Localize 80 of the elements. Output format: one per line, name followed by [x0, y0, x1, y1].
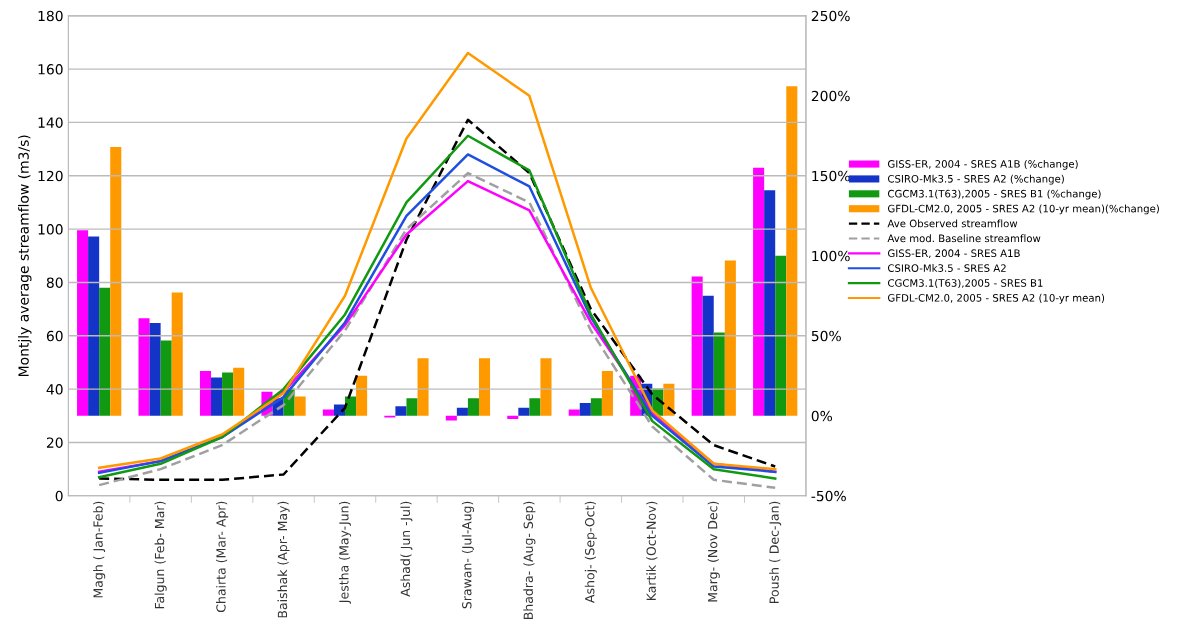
x-tick-label: Magh ( Jan-Feb)	[93, 501, 106, 598]
x-tick-label: Marg- (Nov Dec)	[707, 501, 720, 602]
bar	[88, 236, 100, 416]
bar	[345, 396, 357, 416]
y2-tick-label: 100%	[812, 250, 850, 262]
bar	[417, 358, 429, 416]
bar	[233, 367, 245, 416]
bar	[753, 167, 765, 416]
bar	[138, 318, 150, 416]
bar	[77, 230, 89, 416]
bar	[406, 398, 418, 416]
bar	[724, 260, 736, 416]
bar	[529, 398, 541, 416]
legend-label: Ave Observed streamflow	[887, 219, 1018, 228]
legend-label: CSIRO-Mk3.5 - SRES A2	[887, 264, 1006, 272]
bar	[540, 358, 552, 416]
y-tick-label: 180	[38, 10, 63, 22]
bar	[445, 415, 457, 421]
x-tick-label: Ashad( Jun -Jul)	[400, 501, 413, 597]
bar	[579, 403, 591, 416]
bar	[601, 370, 613, 416]
legend-label: GISS-ER, 2004 - SRES A1B (%change)	[887, 159, 1078, 170]
x-tick-label: Srawan- (Jul-Aug)	[461, 501, 474, 609]
bar	[149, 322, 161, 416]
x-tick-label: Baishak (Apr- May)	[277, 501, 290, 618]
bar	[456, 407, 468, 416]
bar	[702, 295, 714, 416]
bar	[590, 398, 602, 416]
legend-label: CGCM3.1(T63),2005 - SRES B1	[887, 278, 1043, 288]
bar	[764, 190, 776, 416]
y-tick-label: 100	[38, 224, 63, 235]
legend-label: CSIRO-Mk3.5 - SRES A2 (%change)	[887, 174, 1064, 185]
legend-label: GISS-ER, 2004 - SRES A1B	[887, 249, 1020, 259]
y-tick-label: 140	[38, 117, 63, 128]
bar	[222, 372, 234, 416]
x-tick-label: Falgun (Feb- Mar)	[154, 501, 167, 609]
legend-label: CGCM3.1(T63),2005 - SRES B1 (%change)	[887, 189, 1101, 200]
bar	[518, 407, 530, 416]
bar	[478, 358, 491, 416]
y2-tick-label: 150%	[812, 170, 850, 182]
y2-tick-label: 200%	[811, 90, 850, 102]
bar	[467, 398, 479, 416]
bar	[395, 406, 407, 416]
y2-tick-label: 250%	[811, 10, 850, 22]
bar	[775, 255, 787, 416]
x-tick-label: Jestha (May-Jun)	[338, 501, 352, 604]
bar	[211, 377, 223, 416]
legend-label: GFDL-CM2.0, 2005 - SRES A2 (10-yr mean)(%change)	[887, 204, 1159, 215]
bar	[110, 146, 122, 416]
bar	[294, 396, 306, 416]
bar	[691, 276, 703, 416]
bar	[713, 332, 725, 416]
line-series	[97, 51, 777, 471]
bar	[322, 409, 334, 416]
x-tick-label: Bhadra- (Aug- Sep)	[523, 501, 536, 620]
x-tick-label: Poush ( Dec-Jan)	[769, 501, 782, 603]
y2-tick-label: 50%	[811, 330, 841, 342]
y-tick-label: 120	[38, 170, 63, 182]
y-tick-label: 60	[46, 330, 63, 342]
x-tick-label: Chairta (Mar- Apr)	[216, 501, 229, 613]
y-tick-label: 160	[38, 64, 63, 75]
bar	[160, 340, 172, 416]
bar	[786, 86, 798, 416]
bar	[568, 409, 580, 416]
y-tick-label: 0	[55, 490, 63, 502]
y-tick-label: 20	[46, 437, 63, 448]
y-tick-label: 80	[46, 277, 63, 288]
bar	[507, 415, 519, 419]
y-tick-label: 40	[46, 384, 63, 395]
legend-label: GFDL-CM2.0, 2005 - SRES A2 (10-yr mean)	[887, 293, 1105, 304]
bar	[99, 287, 111, 416]
x-tick-label: Kartik (Oct-Nov)	[646, 501, 658, 601]
x-tick-label: Ashoj- (Sep-Oct)	[584, 501, 597, 603]
y2-tick-label: 0%	[811, 410, 833, 422]
bar	[356, 375, 368, 416]
bar	[171, 292, 183, 416]
bar	[199, 370, 212, 416]
legend-label: Ave mod. Baseline streamflow	[887, 234, 1041, 243]
y-axis-title: Montjly average streamflow (m3/s)	[18, 135, 32, 376]
y2-tick-label: -50%	[811, 490, 846, 502]
